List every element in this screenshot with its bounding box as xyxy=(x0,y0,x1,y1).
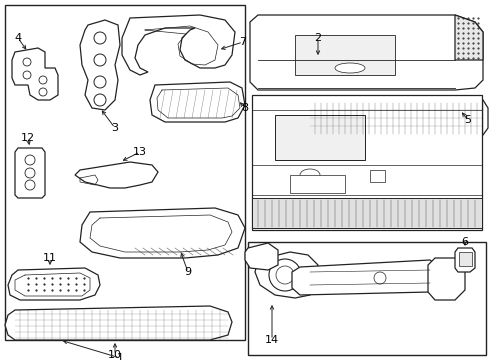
Text: 3: 3 xyxy=(112,123,119,133)
Bar xyxy=(459,252,472,266)
Text: 2: 2 xyxy=(315,33,321,43)
Bar xyxy=(252,198,482,228)
Polygon shape xyxy=(455,248,475,272)
Text: 9: 9 xyxy=(184,267,192,277)
Text: 12: 12 xyxy=(21,133,35,143)
Bar xyxy=(290,175,345,193)
Text: 7: 7 xyxy=(240,37,246,47)
Polygon shape xyxy=(5,306,232,340)
Text: 13: 13 xyxy=(133,147,147,157)
Polygon shape xyxy=(80,208,245,258)
Text: 1: 1 xyxy=(117,353,123,360)
Text: 5: 5 xyxy=(465,115,471,125)
Polygon shape xyxy=(150,82,245,122)
Text: 8: 8 xyxy=(242,103,248,113)
Bar xyxy=(370,170,385,182)
Polygon shape xyxy=(122,15,235,75)
Polygon shape xyxy=(255,252,318,298)
Ellipse shape xyxy=(300,169,320,181)
Bar xyxy=(5,5,245,340)
Polygon shape xyxy=(75,162,158,188)
Text: 10: 10 xyxy=(108,350,122,360)
Polygon shape xyxy=(455,15,483,60)
Text: 6: 6 xyxy=(462,237,468,247)
Polygon shape xyxy=(12,48,58,100)
Polygon shape xyxy=(252,95,482,230)
Polygon shape xyxy=(80,20,120,110)
Bar xyxy=(295,35,395,75)
Bar xyxy=(275,115,365,160)
Text: 14: 14 xyxy=(265,335,279,345)
Text: 11: 11 xyxy=(43,253,57,263)
Polygon shape xyxy=(15,148,45,198)
Polygon shape xyxy=(428,258,465,300)
Text: 4: 4 xyxy=(14,33,22,43)
Polygon shape xyxy=(245,243,278,270)
Polygon shape xyxy=(305,100,488,137)
Polygon shape xyxy=(8,268,100,300)
Ellipse shape xyxy=(335,63,365,73)
Polygon shape xyxy=(292,260,440,295)
Polygon shape xyxy=(250,15,483,90)
Bar xyxy=(248,242,486,355)
